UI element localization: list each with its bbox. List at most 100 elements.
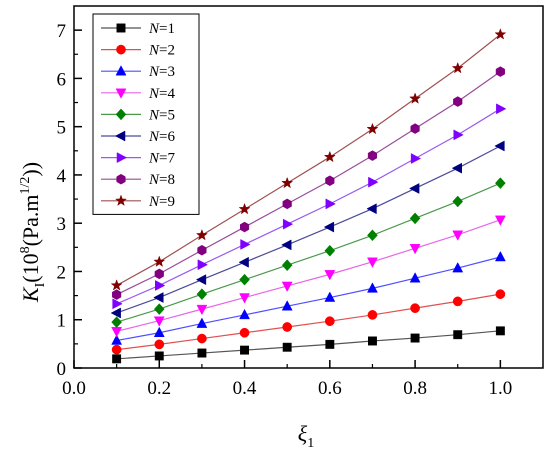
legend-entry: N=8: [101, 172, 175, 188]
data-point: [452, 195, 464, 208]
data-point: [197, 259, 208, 271]
data-point: [410, 303, 420, 313]
series-line: [116, 145, 501, 314]
data-point: [196, 304, 208, 316]
data-point: [494, 140, 505, 152]
data-point: [410, 123, 420, 134]
legend-marker: [116, 23, 126, 33]
data-point: [324, 316, 335, 327]
series-line: [116, 330, 501, 360]
data-point: [153, 255, 166, 267]
data-point: [153, 292, 164, 303]
data-point: [110, 307, 121, 319]
legend-marker: [114, 194, 128, 206]
data-point: [324, 291, 336, 302]
data-point: [494, 28, 507, 40]
legend-marker: [116, 44, 126, 55]
legend-label: N=5: [148, 107, 175, 123]
data-point: [367, 282, 378, 293]
legend-marker: [116, 173, 126, 185]
data-point: [409, 92, 422, 104]
data-point: [367, 310, 378, 320]
legend-marker: [115, 65, 127, 76]
data-point: [154, 339, 165, 350]
data-point: [453, 129, 464, 141]
legend-entry: N=2: [101, 43, 175, 59]
data-point: [281, 259, 293, 272]
data-point: [239, 327, 250, 338]
legend-entry: N=4: [101, 86, 175, 102]
legend-label: N=1: [148, 21, 175, 37]
series-n-2: [111, 289, 506, 355]
data-point: [324, 244, 336, 257]
data-point: [409, 272, 421, 283]
data-point: [238, 202, 251, 215]
data-point: [409, 212, 421, 225]
series-n-1: [112, 326, 505, 364]
y-tick-label: 2: [57, 262, 67, 283]
data-point: [324, 270, 336, 281]
x-tick-label: 1.0: [488, 378, 512, 399]
data-point: [325, 339, 335, 349]
y-tick-label: 3: [57, 214, 67, 235]
data-point: [325, 175, 335, 187]
data-point: [153, 316, 165, 327]
series-n-3: [111, 250, 506, 345]
data-point: [281, 176, 294, 189]
data-point: [323, 221, 335, 233]
series-n-4: [111, 215, 506, 338]
data-point: [452, 230, 464, 241]
x-tick-label: 0.0: [62, 378, 86, 399]
legend-label: N=3: [148, 64, 175, 80]
data-point: [368, 176, 379, 188]
data-point: [197, 348, 207, 358]
legend-entry: N=9: [101, 194, 175, 210]
data-point: [197, 244, 207, 256]
data-point: [495, 326, 505, 336]
x-tick-label: 0.8: [403, 378, 427, 399]
data-point: [282, 322, 293, 332]
data-point: [240, 345, 249, 355]
data-point: [281, 239, 292, 251]
y-tick-label: 1: [57, 311, 67, 332]
data-point: [239, 308, 250, 320]
data-point: [154, 351, 164, 361]
data-point: [495, 177, 506, 190]
x-tick-label: 0.6: [318, 378, 342, 399]
data-point: [111, 334, 123, 345]
legend-entry: N=7: [101, 151, 175, 167]
data-point: [451, 162, 462, 174]
legend-marker: [116, 152, 128, 164]
series-line: [116, 182, 501, 323]
data-point: [239, 221, 250, 233]
data-point: [112, 289, 122, 300]
legend-entry: N=6: [101, 129, 175, 145]
data-point: [325, 198, 336, 210]
plot-frame: [73, 5, 544, 369]
data-point: [495, 66, 505, 77]
series-layer: [110, 28, 507, 364]
data-point: [367, 229, 378, 242]
legend-label: N=9: [148, 194, 175, 210]
data-point: [494, 250, 506, 262]
data-point: [111, 316, 122, 329]
data-point: [495, 289, 506, 300]
data-point: [367, 257, 378, 268]
data-point: [111, 344, 122, 355]
data-point: [367, 150, 378, 161]
data-point: [153, 326, 165, 338]
data-point: [452, 296, 463, 307]
x-tick-label: 0.4: [233, 378, 257, 399]
data-point: [282, 342, 292, 352]
data-point: [155, 280, 166, 291]
data-point: [281, 300, 293, 311]
data-point: [238, 256, 249, 268]
data-point: [239, 273, 250, 286]
series-n-6: [110, 140, 505, 319]
legend-marker: [114, 130, 126, 142]
data-point: [366, 122, 379, 135]
data-point: [494, 215, 506, 226]
series-n-8: [112, 66, 505, 300]
series-n-5: [111, 177, 506, 329]
